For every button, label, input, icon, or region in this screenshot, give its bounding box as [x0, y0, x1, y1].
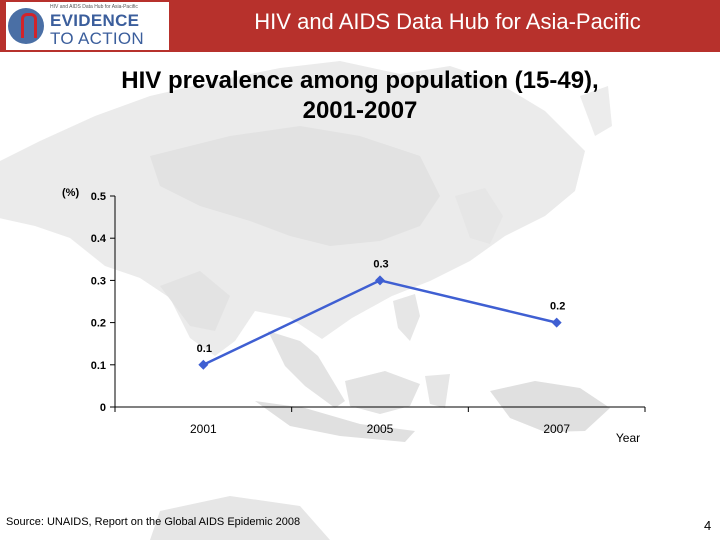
x-axis-label: Year — [616, 431, 640, 445]
hub-title: HIV and AIDS Data Hub for Asia-Pacific — [254, 9, 641, 34]
slide-title-line2: 2001-2007 — [302, 97, 418, 124]
asia-pacific-map-background — [0, 61, 612, 540]
y-tick-label: 0.2 — [91, 318, 106, 330]
source-note: Source: UNAIDS, Report on the Global AID… — [6, 516, 301, 528]
logo-text-line2: TO ACTION — [50, 29, 145, 48]
data-point — [551, 317, 562, 328]
header-banner: HIV and AIDS Data Hub for Asia-Pacific E… — [0, 0, 720, 52]
y-tick-label: 0.4 — [91, 233, 107, 245]
page-number: 4 — [704, 518, 712, 533]
logo-tagline: HIV and AIDS Data Hub for Asia-Pacific — [50, 4, 138, 10]
y-tick-label: 0 — [100, 402, 106, 414]
x-tick-label: 2005 — [367, 422, 394, 436]
x-tick-label: 2007 — [543, 422, 570, 436]
series-line — [202, 279, 557, 366]
evidence-to-action-logo: HIV and AIDS Data Hub for Asia-Pacific E… — [6, 2, 169, 50]
y-tick-label: 0.1 — [91, 360, 106, 372]
data-label: 0.2 — [550, 301, 565, 313]
x-tick-label: 2001 — [190, 422, 217, 436]
y-axis-label: (%) — [62, 187, 79, 199]
data-label: 0.3 — [373, 258, 388, 270]
data-point — [198, 359, 209, 370]
slide-title-line1: HIV prevalence among population (15-49), — [121, 67, 599, 94]
y-tick-label: 0.3 — [91, 275, 106, 287]
data-point — [375, 275, 385, 286]
red-ribbon-icon — [21, 13, 37, 38]
logo-text-line1: EVIDENCE — [50, 11, 140, 30]
data-label: 0.1 — [197, 343, 212, 355]
y-tick-label: 0.5 — [91, 191, 106, 203]
slide-title: HIV prevalence among population (15-49),… — [40, 66, 680, 126]
